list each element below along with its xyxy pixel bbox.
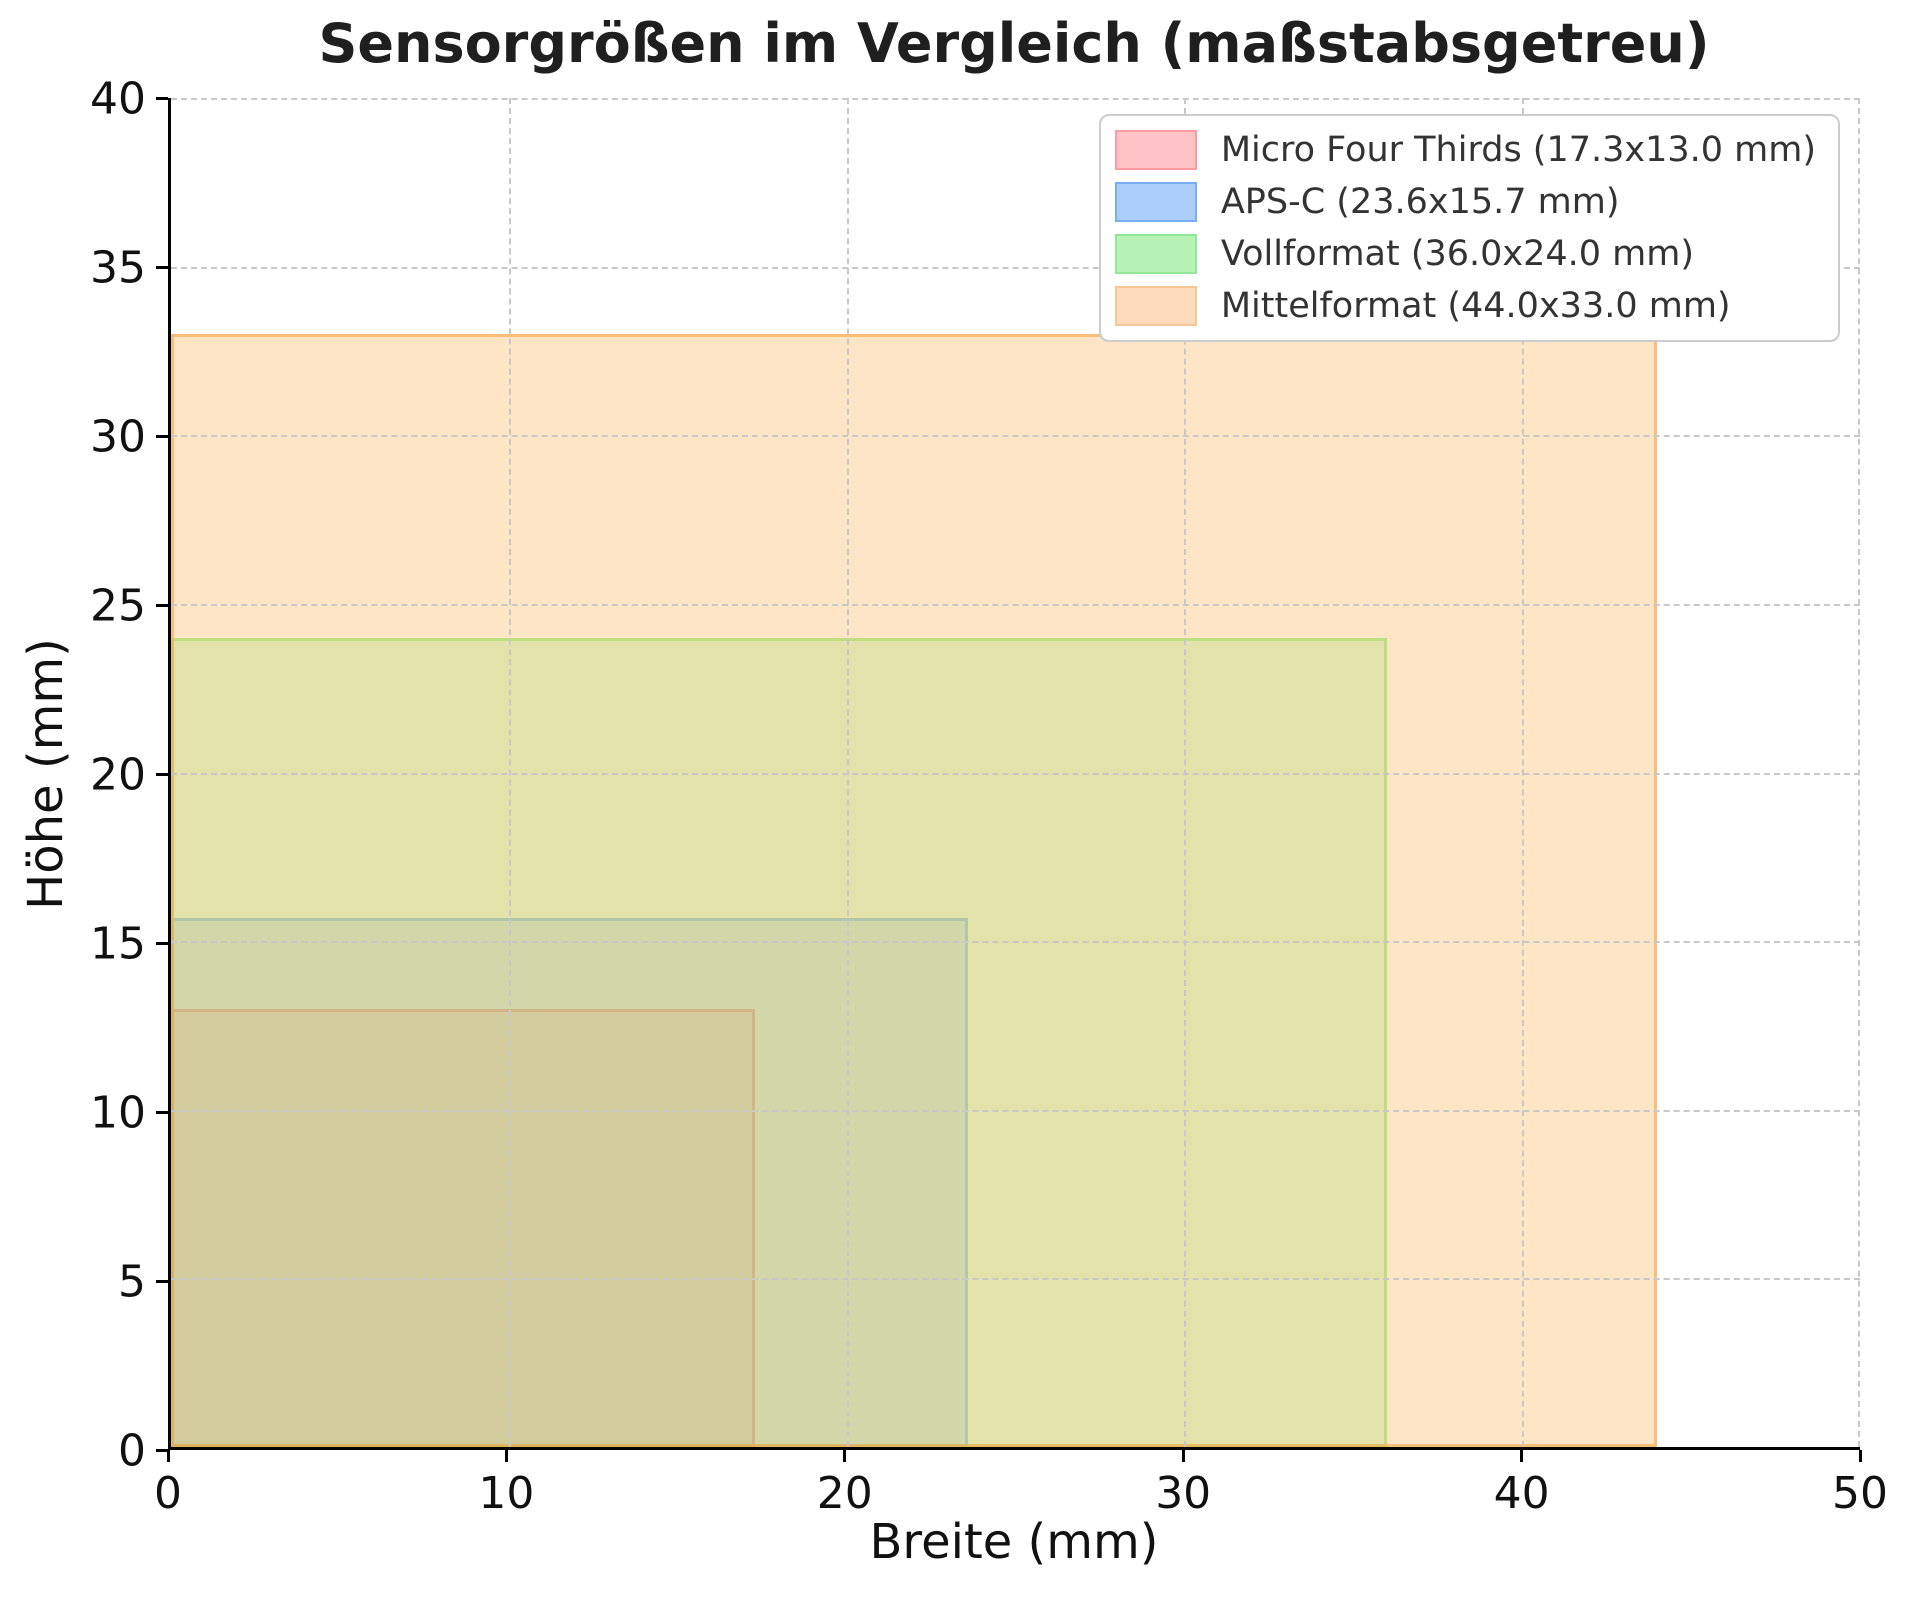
legend-item-mittelformat: Mittelformat (44.0x33.0 mm) bbox=[1114, 286, 1816, 326]
y-tick-label-15: 15 bbox=[90, 918, 146, 970]
x-tick-label-10: 10 bbox=[478, 1468, 535, 1519]
sensor-rect-mittelformat bbox=[171, 334, 1658, 1447]
legend-label-mittelformat: Mittelformat (44.0x33.0 mm) bbox=[1220, 286, 1731, 326]
y-tick-mark-15 bbox=[156, 941, 168, 945]
x-tick-mark-0 bbox=[166, 1450, 170, 1462]
legend-item-aps-c: APS-C (23.6x15.7 mm) bbox=[1114, 182, 1816, 222]
y-tick-label-25: 25 bbox=[90, 580, 146, 632]
y-tick-label-30: 30 bbox=[90, 411, 146, 463]
legend-swatch-aps-c bbox=[1114, 182, 1197, 222]
gridline-x-50 bbox=[1858, 98, 1860, 1447]
x-axis-label: Breite (mm) bbox=[869, 1514, 1159, 1570]
y-tick-mark-5 bbox=[156, 1279, 168, 1283]
y-tick-label-20: 20 bbox=[90, 749, 146, 801]
x-tick-mark-40 bbox=[1520, 1450, 1524, 1462]
legend-label-micro-four-thirds: Micro Four Thirds (17.3x13.0 mm) bbox=[1220, 130, 1816, 170]
x-tick-label-30: 30 bbox=[1155, 1468, 1212, 1519]
y-tick-mark-20 bbox=[156, 772, 168, 776]
chart-title: Sensorgrößen im Vergleich (maßstabsgetre… bbox=[318, 12, 1710, 75]
legend-label-aps-c: APS-C (23.6x15.7 mm) bbox=[1220, 182, 1620, 222]
legend-item-vollformat: Vollformat (36.0x24.0 mm) bbox=[1114, 234, 1816, 274]
x-tick-label-50: 50 bbox=[1832, 1468, 1888, 1519]
y-tick-label-10: 10 bbox=[90, 1087, 146, 1139]
plot-area: Micro Four Thirds (17.3x13.0 mm) APS-C (2… bbox=[168, 98, 1860, 1450]
x-tick-mark-30 bbox=[1181, 1450, 1185, 1462]
y-tick-label-40: 40 bbox=[90, 73, 146, 125]
x-tick-label-20: 20 bbox=[816, 1468, 873, 1519]
x-tick-label-40: 40 bbox=[1493, 1468, 1550, 1519]
x-tick-mark-10 bbox=[504, 1450, 508, 1462]
sensor-rect-micro-four-thirds bbox=[171, 1008, 756, 1447]
legend-swatch-mittelformat bbox=[1114, 286, 1197, 326]
legend-swatch-micro-four-thirds bbox=[1114, 130, 1197, 170]
legend-label-vollformat: Vollformat (36.0x24.0 mm) bbox=[1220, 234, 1695, 274]
y-tick-mark-30 bbox=[156, 434, 168, 438]
gridline-y-40 bbox=[171, 98, 1860, 100]
y-tick-mark-25 bbox=[156, 603, 168, 607]
y-tick-mark-10 bbox=[156, 1110, 168, 1114]
y-tick-label-35: 35 bbox=[90, 242, 146, 294]
x-tick-mark-50 bbox=[1858, 1450, 1862, 1462]
x-tick-mark-20 bbox=[843, 1450, 847, 1462]
y-tick-mark-35 bbox=[156, 265, 168, 269]
y-tick-label-0: 0 bbox=[118, 1425, 146, 1477]
legend: Micro Four Thirds (17.3x13.0 mm) APS-C (2… bbox=[1098, 114, 1840, 342]
x-tick-label-0: 0 bbox=[154, 1468, 182, 1519]
y-tick-mark-40 bbox=[156, 96, 168, 100]
legend-swatch-vollformat bbox=[1114, 234, 1197, 274]
legend-item-micro-four-thirds: Micro Four Thirds (17.3x13.0 mm) bbox=[1114, 130, 1816, 170]
y-tick-mark-0 bbox=[156, 1448, 168, 1452]
y-tick-label-5: 5 bbox=[118, 1256, 146, 1308]
sensor-rect-aps-c bbox=[171, 917, 969, 1447]
